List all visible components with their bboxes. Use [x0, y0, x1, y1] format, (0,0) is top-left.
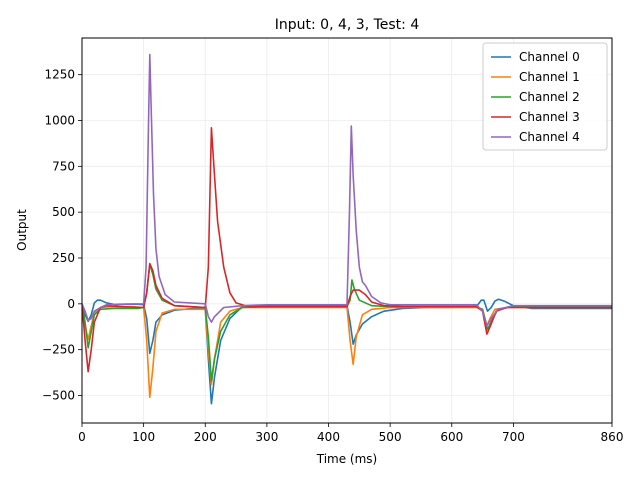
chart-title: Input: 0, 4, 3, Test: 4 [275, 17, 420, 33]
plot-frame [81, 37, 613, 424]
x-tick-label: 600 [440, 430, 463, 444]
y-tick-label: 1250 [44, 68, 75, 82]
y-tick-label: 1000 [44, 114, 75, 128]
series-line-channel-4 [82, 53, 612, 327]
legend-label: Channel 3 [519, 110, 580, 124]
x-tick-label: 200 [194, 430, 217, 444]
legend-label: Channel 1 [519, 70, 580, 84]
legend-box [482, 42, 608, 151]
legend-label: Channel 0 [519, 50, 580, 64]
y-tick-label: −250 [42, 343, 75, 357]
y-tick-label: 500 [52, 205, 75, 219]
legend: Channel 0 Channel 1 Channel 2 Channel 3 Chan… [482, 42, 608, 151]
y-tick-label: 250 [52, 251, 75, 265]
legend-label: Channel 2 [519, 90, 580, 104]
y-tick-label: −500 [42, 389, 75, 403]
x-tick-label: 400 [317, 430, 340, 444]
y-axis-label: Output [15, 209, 29, 251]
y-tick-label: 750 [52, 159, 75, 173]
legend-label: Channel 4 [519, 130, 580, 144]
x-tick-label: 300 [255, 430, 278, 444]
x-tick-label: 860 [601, 430, 624, 444]
series-line-channel-3 [82, 127, 612, 373]
x-tick-label: 0 [78, 430, 86, 444]
x-tick-label: 700 [502, 430, 525, 444]
axis-ticks: 0 100 200 300 400 500 600 700 860 −500 −250 0 250 500… [42, 68, 623, 444]
y-tick-label: 0 [67, 297, 75, 311]
series-lines [82, 53, 612, 405]
x-tick-label: 100 [132, 430, 155, 444]
x-tick-label: 500 [379, 430, 402, 444]
x-axis-label: Time (ms) [316, 452, 378, 466]
